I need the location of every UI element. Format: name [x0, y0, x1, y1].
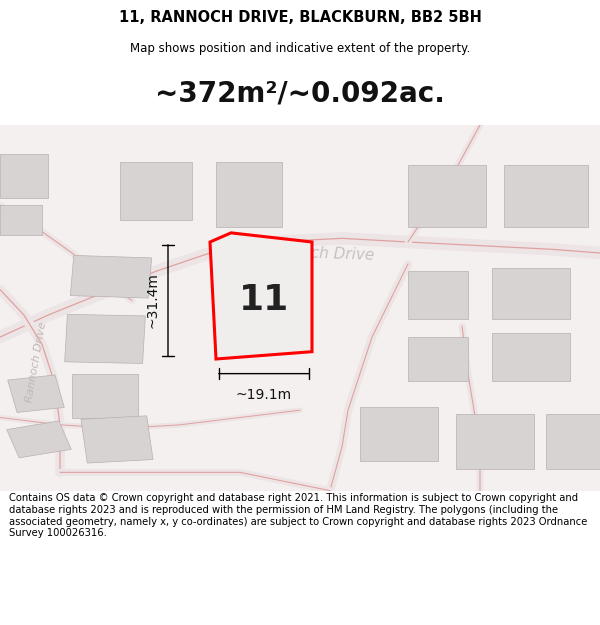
Polygon shape	[360, 406, 438, 461]
Polygon shape	[0, 206, 42, 234]
Text: Rannoch Drive: Rannoch Drive	[262, 244, 374, 262]
Polygon shape	[216, 162, 282, 228]
Text: ~372m²/~0.092ac.: ~372m²/~0.092ac.	[155, 80, 445, 107]
Polygon shape	[492, 333, 570, 381]
Polygon shape	[81, 416, 153, 463]
Polygon shape	[408, 271, 468, 319]
Polygon shape	[120, 162, 192, 220]
Polygon shape	[456, 414, 534, 469]
Polygon shape	[0, 125, 600, 491]
Text: ~19.1m: ~19.1m	[236, 388, 292, 402]
Text: 11, RANNOCH DRIVE, BLACKBURN, BB2 5BH: 11, RANNOCH DRIVE, BLACKBURN, BB2 5BH	[119, 10, 481, 25]
Polygon shape	[7, 421, 71, 458]
Text: Contains OS data © Crown copyright and database right 2021. This information is : Contains OS data © Crown copyright and d…	[9, 493, 587, 538]
Polygon shape	[504, 165, 588, 228]
Text: Rannoch Drive: Rannoch Drive	[24, 321, 48, 404]
Text: ~31.4m: ~31.4m	[145, 272, 159, 329]
Polygon shape	[408, 337, 468, 381]
Text: 11: 11	[239, 284, 289, 318]
Polygon shape	[408, 165, 486, 228]
Polygon shape	[8, 375, 64, 413]
Polygon shape	[492, 268, 570, 319]
Polygon shape	[0, 154, 48, 198]
Polygon shape	[210, 233, 312, 359]
Polygon shape	[546, 414, 600, 469]
Text: Map shows position and indicative extent of the property.: Map shows position and indicative extent…	[130, 42, 470, 55]
Polygon shape	[72, 374, 138, 418]
Polygon shape	[65, 314, 145, 364]
Polygon shape	[70, 256, 152, 298]
